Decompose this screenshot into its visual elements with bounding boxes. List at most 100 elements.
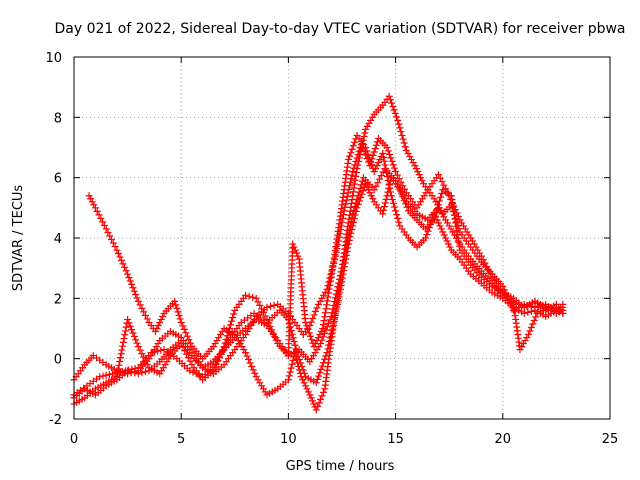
data-point — [180, 325, 188, 333]
data-point — [438, 178, 446, 186]
data-point — [318, 362, 326, 370]
data-point — [251, 369, 259, 377]
data-point — [157, 346, 165, 354]
data-point — [347, 229, 355, 237]
data-point — [322, 326, 330, 334]
data-point — [425, 224, 433, 232]
data-point — [396, 124, 404, 132]
data-point — [306, 332, 314, 340]
data-point — [177, 318, 185, 326]
data-point — [370, 168, 378, 176]
data-point — [119, 260, 127, 268]
data-point — [388, 196, 396, 204]
data-point — [183, 332, 191, 340]
data-point — [138, 304, 146, 312]
data-point — [380, 157, 388, 165]
data-point — [154, 347, 162, 355]
data-point — [336, 285, 344, 293]
data-point — [334, 297, 342, 305]
data-point — [287, 364, 295, 372]
data-point — [186, 357, 194, 365]
data-point — [327, 330, 335, 338]
data-point — [372, 141, 380, 149]
data-point — [299, 366, 307, 374]
data-point — [297, 359, 305, 367]
data-point — [290, 243, 298, 251]
chart-title: Day 021 of 2022, Sidereal Day-to-day VTE… — [54, 21, 625, 37]
data-point — [332, 308, 340, 316]
data-point — [290, 338, 298, 346]
data-point — [242, 349, 250, 357]
data-point — [521, 337, 529, 345]
data-point — [230, 310, 238, 318]
data-point — [453, 231, 461, 239]
data-point — [351, 176, 359, 184]
data-point — [369, 195, 377, 203]
data-point — [532, 313, 540, 321]
data-point — [310, 343, 318, 351]
data-point — [357, 193, 365, 201]
data-point — [184, 354, 192, 362]
data-point — [151, 328, 159, 336]
data-point — [269, 329, 277, 337]
data-point — [364, 150, 372, 158]
data-point — [349, 168, 357, 176]
data-point — [319, 359, 327, 367]
data-point — [366, 189, 374, 197]
data-point — [324, 345, 332, 353]
data-point — [481, 259, 489, 267]
data-point — [183, 350, 191, 358]
data-point — [418, 177, 426, 185]
data-point — [439, 228, 447, 236]
data-point — [321, 288, 329, 296]
data-point — [485, 266, 493, 274]
data-point — [291, 341, 299, 349]
data-point — [337, 282, 345, 290]
data-point — [348, 226, 356, 234]
data-point — [157, 315, 165, 323]
data-point — [119, 342, 127, 350]
data-point — [154, 321, 162, 329]
data-point — [432, 208, 440, 216]
data-point — [372, 165, 380, 173]
data-point — [229, 314, 237, 322]
data-point — [125, 366, 133, 374]
data-point — [352, 207, 360, 215]
data-point — [320, 317, 328, 325]
data-point — [450, 211, 458, 219]
data-point — [526, 327, 534, 335]
data-point — [339, 270, 347, 278]
data-point — [263, 303, 271, 311]
data-point — [392, 207, 400, 215]
data-point — [175, 311, 183, 319]
data-point — [430, 216, 438, 224]
data-point — [414, 168, 422, 176]
data-point — [386, 181, 394, 189]
data-point — [385, 185, 393, 193]
data-point — [179, 322, 187, 330]
data-point — [254, 298, 262, 306]
data-point — [141, 311, 149, 319]
data-point — [224, 328, 232, 336]
data-point — [304, 325, 312, 333]
data-point — [559, 300, 567, 308]
data-point — [159, 312, 167, 320]
data-point — [351, 138, 359, 146]
data-point — [119, 338, 127, 346]
data-point — [397, 128, 405, 136]
grid — [74, 57, 610, 419]
data-point — [400, 196, 408, 204]
data-point — [335, 293, 343, 301]
data-point — [105, 371, 113, 379]
data-point — [446, 243, 454, 251]
series-day-4 — [70, 131, 567, 408]
data-point — [320, 291, 328, 299]
data-point — [305, 329, 313, 337]
data-point — [369, 151, 377, 159]
data-point — [325, 289, 333, 297]
data-point — [317, 328, 325, 336]
data-point — [186, 367, 194, 375]
data-point — [326, 274, 334, 282]
data-point — [363, 147, 371, 155]
data-point — [365, 119, 373, 127]
